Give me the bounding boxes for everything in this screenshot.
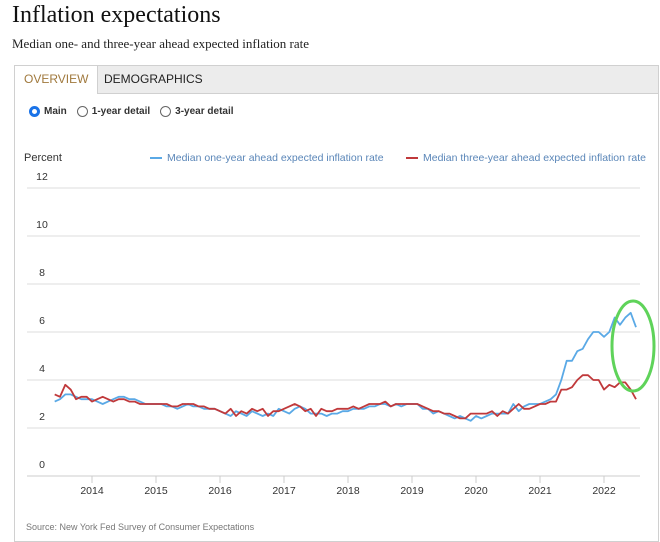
radio-unselected-icon [76,106,88,117]
radio-main[interactable]: Main [29,106,67,117]
legend-label: Median one-year ahead expected inflation… [167,152,384,164]
x-tick-label: 2019 [400,485,424,497]
x-tick-label: 2018 [336,485,360,497]
legend-label: Median three-year ahead expected inflati… [423,152,646,164]
legend-item-one-year[interactable]: Median one-year ahead expected inflation… [150,152,384,164]
y-tick-label: 4 [39,363,45,375]
y-axis-label: Percent [24,152,62,164]
y-tick-label: 10 [36,219,48,231]
legend-swatch [406,157,418,159]
radio-selected-icon [29,106,40,117]
x-tick-label: 2015 [144,485,168,497]
page-title: Inflation expectations [12,2,221,28]
radio-label: 3-year detail [175,106,234,117]
x-tick-label: 2021 [528,485,552,497]
y-tick-label: 2 [39,411,45,423]
x-tick-label: 2014 [80,485,104,497]
legend-item-three-year[interactable]: Median three-year ahead expected inflati… [406,152,646,164]
annotation-ellipse [610,299,656,393]
y-tick-label: 6 [39,315,45,327]
radio-unselected-icon [160,106,172,117]
y-tick-label: 12 [36,171,48,183]
series-line-three-year [54,374,637,420]
legend-swatch [150,157,162,159]
x-tick-label: 2020 [464,485,488,497]
y-tick-label: 8 [39,267,45,279]
source-note: Source: New York Fed Survey of Consumer … [26,522,255,532]
x-tick-label: 2016 [208,485,232,497]
radio-3-year-detail[interactable]: 3-year detail [160,106,234,117]
radio-1-year-detail[interactable]: 1-year detail [76,106,151,117]
page-subtitle: Median one- and three-year ahead expecte… [12,36,310,51]
x-tick-label: 2017 [272,485,296,497]
x-tick-label: 2022 [592,485,616,497]
tab-overview[interactable]: OVERVIEW [15,66,99,94]
y-tick-label: 0 [39,459,45,471]
tab-bar: OVERVIEW DEMOGRAPHICS [15,66,658,94]
view-radio-group: Main 1-year detail 3-year detail [29,106,234,117]
radio-label: 1-year detail [91,106,151,117]
radio-label: Main [44,106,67,117]
tab-demographics[interactable]: DEMOGRAPHICS [104,72,203,86]
